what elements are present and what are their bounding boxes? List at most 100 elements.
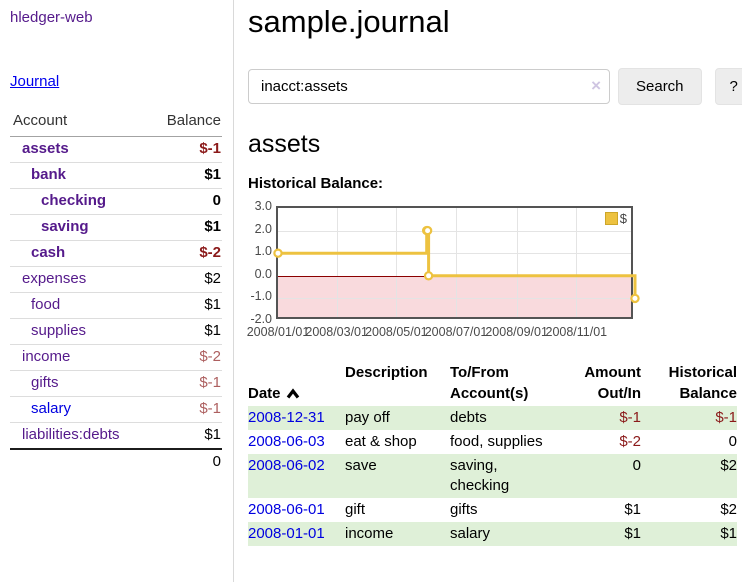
search-form: × Search ? [248,68,742,105]
register-header-balance: Historical Balance [668,364,737,402]
account-link[interactable]: cash [31,244,66,261]
account-row: saving $1 [10,214,222,241]
account-link[interactable]: bank [31,166,67,183]
account-row: expenses $2 [10,266,222,293]
account-row: cash $-2 [10,240,222,267]
main-content: sample.journal × Search ? assets Histori… [234,0,742,582]
transaction-date-link[interactable]: 2008-01-01 [248,525,325,542]
account-balance: $1 [150,292,222,319]
search-box: × [248,69,610,104]
register-header-accounts: To/From Account(s) [450,364,529,402]
account-balance: $1 [150,318,222,345]
transaction-balance: $-1 [715,409,737,426]
transaction-date-link[interactable]: 2008-06-03 [248,433,325,450]
data-point-marker [273,248,283,258]
transaction-balance: $2 [720,501,737,518]
register-row: 2008-06-02 save saving, checking 0 $2 [248,454,737,498]
transaction-amount: $1 [624,501,641,518]
transaction-balance: $1 [720,525,737,542]
account-link[interactable]: liabilities:debts [22,426,120,443]
account-balance: $-1 [150,370,222,397]
register-row: 2008-12-31 pay off debts $-1 $-1 [248,406,737,430]
register-header-amount: Amount Out/In [584,364,641,402]
accounts-total-spacer [10,448,151,475]
register-row: 2008-06-03 eat & shop food, supplies $-2… [248,430,737,454]
account-link[interactable]: food [31,296,61,313]
data-point-marker [630,293,640,304]
transaction-amount: $1 [624,525,641,542]
account-link[interactable]: saving [41,218,89,235]
chart-legend: $ [604,211,627,226]
account-balance: $2 [150,266,222,293]
account-row: salary $-1 [10,396,222,423]
page-title: sample.journal [248,4,450,39]
data-point-marker [422,225,433,236]
accounts-header-balance: Balance [150,110,222,137]
account-balance: $1 [150,214,222,241]
transaction-description: income [345,525,394,542]
account-balance: $1 [150,422,222,449]
search-input[interactable] [248,69,610,104]
help-button[interactable]: ? [714,68,742,105]
account-link[interactable]: checking [41,192,107,209]
account-balance: $-2 [150,344,222,371]
chart-title: Historical Balance: [248,175,384,192]
transaction-accounts: food, supplies [450,433,543,450]
transaction-balance: $2 [720,457,737,474]
accounts-total-row: 0 [10,448,222,475]
register-header-row: Date Description To/From Account(s) Amou… [248,360,737,406]
chart-series-line [273,225,640,304]
transaction-description: save [345,457,377,474]
journal-link-label: Journal [10,73,60,90]
account-balance: $-1 [150,396,222,423]
account-row: supplies $1 [10,318,222,345]
transaction-description: gift [345,501,366,518]
search-button[interactable]: Search [618,68,702,105]
account-row: liabilities:debts $1 [10,422,222,449]
transaction-amount: 0 [632,457,641,474]
chart-plot-area: $ [273,206,640,319]
account-balance: $-2 [150,240,222,267]
journal-nav: Journal [10,73,222,90]
account-row: bank $1 [10,162,222,189]
transaction-amount: $-1 [619,409,641,426]
account-link[interactable]: supplies [31,322,87,339]
transaction-accounts: debts [450,409,487,426]
register-header-date-label: Date [248,385,281,402]
account-link[interactable]: gifts [31,374,59,391]
transaction-description: eat & shop [345,433,417,450]
account-link[interactable]: assets [22,140,69,157]
transaction-accounts: salary [450,525,491,542]
clear-search-icon[interactable]: × [591,76,601,95]
register-row: 2008-06-01 gift gifts $1 $2 [248,498,737,522]
account-row: income $-2 [10,344,222,371]
account-link[interactable]: salary [31,400,72,417]
transaction-amount: $-2 [619,433,641,450]
register-header-description: Description [345,364,428,381]
balance-chart: $ 3.0 2.0 1.0 0.0 -1.0 -2.0 2008/01/01 2008/03/… [247,199,728,343]
transaction-accounts: saving, checking [450,457,510,494]
account-balance: $1 [150,162,222,189]
transaction-date-link[interactable]: 2008-06-02 [248,457,325,474]
account-row: food $1 [10,292,222,319]
register-header-date[interactable]: Date [248,360,345,406]
accounts-header-account: Account [10,110,151,137]
sidebar: hledger-web Journal Account Balance asse… [0,0,234,582]
account-row: checking 0 [10,188,222,215]
account-link[interactable]: income [22,348,71,365]
accounts-total-value: 0 [150,448,222,475]
register-table: Date Description To/From Account(s) Amou… [248,360,737,546]
journal-link[interactable]: Journal [10,73,59,90]
app-title-link[interactable]: hledger-web [10,9,93,26]
transaction-date-link[interactable]: 2008-06-01 [248,501,325,518]
account-link[interactable]: expenses [22,270,87,287]
transaction-description: pay off [345,409,390,426]
transaction-accounts: gifts [450,501,478,518]
account-row: gifts $-1 [10,370,222,397]
transaction-balance: 0 [728,433,737,450]
account-balance: 0 [150,188,222,215]
account-heading: assets [248,130,321,158]
transaction-date-link[interactable]: 2008-12-31 [248,409,325,426]
accounts-table: Account Balance assets $-1 bank $1 check… [10,110,222,475]
account-row: assets $-1 [10,137,222,163]
